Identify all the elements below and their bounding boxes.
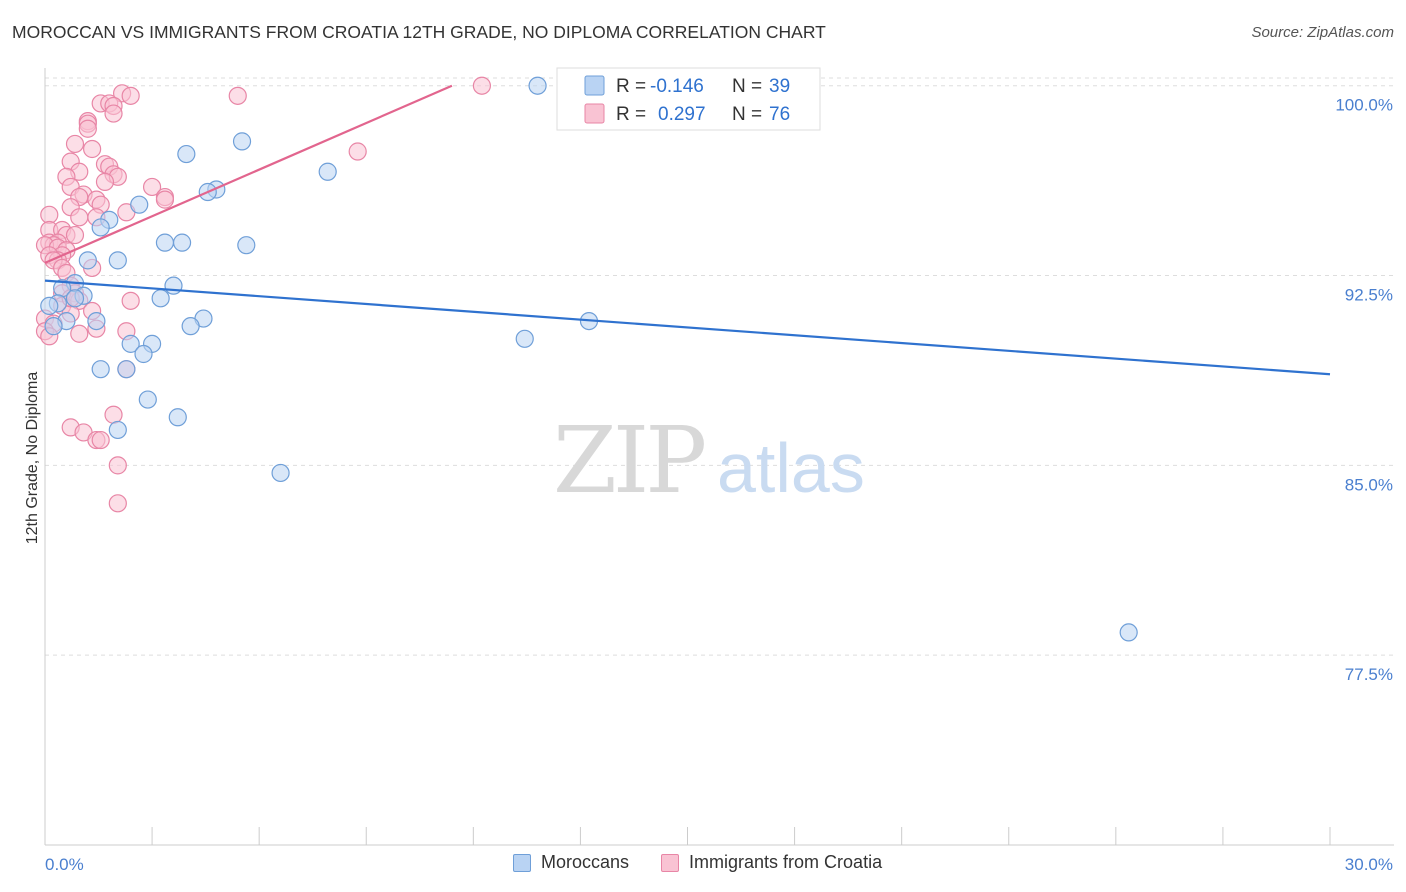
croatia-point-21 xyxy=(95,172,115,191)
y-axis-label: 12th Grade, No Diploma xyxy=(24,372,41,545)
croatia-point-0 xyxy=(472,76,491,95)
moroccans-point-32 xyxy=(134,344,153,364)
croatia-point-67 xyxy=(104,405,123,424)
moroccans-point-12 xyxy=(237,236,256,255)
bottom-legend: Moroccans Immigrants from Croatia xyxy=(513,852,914,873)
legend-swatch-moroccans xyxy=(513,853,531,872)
croatia-point-72 xyxy=(108,456,127,475)
moroccans-point-2 xyxy=(232,132,252,151)
legend-item-moroccans[interactable]: Moroccans xyxy=(513,852,629,873)
croatia-point-13 xyxy=(348,142,367,161)
stats-legend: R = -0.146 N = 39 R = 0.297 N = 76 xyxy=(556,67,821,131)
y-tick-label: 85.0% xyxy=(1345,475,1393,494)
croatia-point-12 xyxy=(83,139,102,159)
croatia-point-37 xyxy=(65,225,85,245)
legend-item-croatia[interactable]: Immigrants from Croatia xyxy=(661,852,882,873)
moroccans-point-39 xyxy=(1119,623,1138,642)
croatia-point-23 xyxy=(142,177,162,197)
watermark: ZIP atlas xyxy=(553,407,865,514)
moroccans-point-16 xyxy=(164,276,183,295)
moroccans-point-13 xyxy=(108,251,127,270)
moroccans-point-9 xyxy=(91,218,110,237)
legend-swatch-pink xyxy=(584,103,605,124)
legend-r-value-pink: 0.297 xyxy=(658,104,706,125)
moroccans-point-28 xyxy=(181,317,200,336)
y-axis-title: 12th Grade, No Diploma xyxy=(24,372,41,545)
x-ticks xyxy=(44,827,1331,845)
moroccans-point-38 xyxy=(271,463,290,483)
croatia-point-11 xyxy=(65,134,85,154)
moroccans-point-19 xyxy=(65,289,85,308)
legend-n-label-pink: N = xyxy=(732,104,762,125)
moroccans-trendline xyxy=(44,279,1331,376)
croatia-point-33 xyxy=(70,208,89,227)
croatia-point-31 xyxy=(40,205,59,224)
legend-n-value-blue: 39 xyxy=(769,76,790,97)
chart-title: MOROCCAN VS IMMIGRANTS FROM CROATIA 12TH… xyxy=(12,22,826,42)
trendlines xyxy=(44,84,1331,376)
croatia-point-3 xyxy=(228,86,247,105)
croatia-point-10 xyxy=(78,119,97,138)
watermark-atlas: atlas xyxy=(717,429,865,507)
x-tick-label-max: 30.0% xyxy=(1345,855,1393,874)
moroccans-point-37 xyxy=(108,420,127,440)
y-tick-label: 100.0% xyxy=(1335,96,1393,115)
moroccans-point-33 xyxy=(91,360,110,379)
legend-label-croatia: Immigrants from Croatia xyxy=(689,852,883,872)
y-tick-label: 77.5% xyxy=(1345,665,1393,684)
moroccans-points xyxy=(40,76,1138,642)
moroccans-point-31 xyxy=(121,334,140,353)
croatia-point-55 xyxy=(121,291,140,310)
legend-r-value-blue: -0.146 xyxy=(650,76,704,97)
moroccans-point-25 xyxy=(87,311,106,331)
source-label: Source: ZipAtlas.com xyxy=(1251,24,1394,41)
y-tick-label: 92.5% xyxy=(1345,286,1393,305)
croatia-point-71 xyxy=(91,430,110,450)
croatia-points xyxy=(35,76,491,513)
legend-swatch-croatia xyxy=(661,853,680,872)
moroccans-point-10 xyxy=(155,233,175,252)
legend-label-moroccans: Moroccans xyxy=(541,852,630,872)
axes xyxy=(44,68,1394,846)
moroccans-point-22 xyxy=(40,296,59,316)
moroccans-point-35 xyxy=(138,390,157,409)
legend-n-label-blue: N = xyxy=(732,76,762,97)
x-tick-labels: 0.0% 30.0% xyxy=(45,855,1393,874)
croatia-point-75 xyxy=(155,190,175,209)
moroccans-point-14 xyxy=(78,251,97,270)
croatia-point-7 xyxy=(104,104,123,123)
croatia-point-64 xyxy=(70,324,89,343)
moroccans-point-29 xyxy=(515,329,534,348)
legend-r-label-blue: R = xyxy=(616,76,646,97)
croatia-point-2 xyxy=(121,86,140,105)
moroccans-point-3 xyxy=(177,144,196,164)
moroccans-point-0 xyxy=(528,76,547,95)
x-tick-label-min: 0.0% xyxy=(45,855,84,874)
watermark-zip: ZIP xyxy=(553,407,704,514)
moroccans-point-34 xyxy=(117,360,136,379)
moroccans-point-7 xyxy=(130,195,149,214)
moroccans-point-20 xyxy=(151,289,170,308)
moroccans-point-27 xyxy=(44,317,63,336)
croatia-trendline xyxy=(44,84,453,264)
y-tick-labels: 100.0% 92.5% 85.0% 77.5% xyxy=(1335,96,1393,684)
croatia-point-73 xyxy=(108,494,127,513)
moroccans-point-11 xyxy=(172,233,192,252)
legend-n-value-pink: 76 xyxy=(769,104,790,125)
legend-r-label-pink: R = xyxy=(616,104,646,125)
legend-swatch-blue xyxy=(584,75,605,96)
moroccans-point-36 xyxy=(168,408,187,427)
moroccans-point-4 xyxy=(318,162,337,181)
gridlines xyxy=(45,77,1394,656)
